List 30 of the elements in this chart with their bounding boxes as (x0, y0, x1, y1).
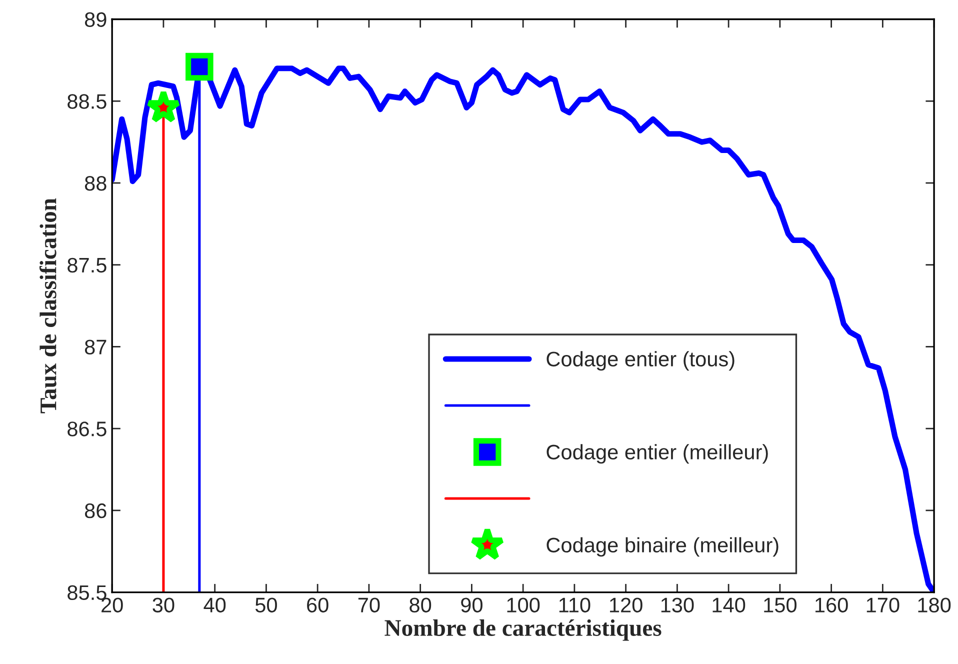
y-tick-label: 88.5 (68, 94, 106, 109)
x-tick-label: 30 (152, 598, 174, 612)
x-axis-title: Nombre de caractéristiques (384, 619, 662, 641)
x-tick-label: 150 (764, 598, 796, 612)
legend-label: Codage entier (meilleur) (546, 444, 768, 464)
x-tick-label: 140 (712, 598, 746, 612)
legend-label: Codage binaire (meilleur) (546, 537, 778, 557)
y-tick-label: 86.5 (68, 422, 106, 436)
x-tick-label: 90 (461, 598, 482, 612)
x-tick-label: 160 (816, 598, 848, 612)
legend-label: Codage entier (tous) (546, 351, 734, 371)
x-tick-label: 60 (307, 598, 328, 612)
x-tick-label: 50 (255, 598, 277, 612)
x-tick-label: 80 (410, 598, 432, 612)
y-tick-label: 88 (84, 176, 106, 191)
x-tick-label: 180 (918, 598, 951, 612)
y-tick-label: 85.5 (68, 585, 106, 600)
x-tick-label: 40 (204, 598, 226, 612)
x-tick-label: 70 (358, 598, 380, 612)
x-tick-label: 120 (610, 598, 642, 612)
x-tick-label: 100 (507, 598, 540, 612)
x-tick-label: 110 (559, 598, 590, 612)
x-tick-label: 130 (661, 598, 694, 612)
y-tick-label: 86 (84, 503, 106, 518)
y-axis-title: Taux de classification (39, 198, 56, 414)
y-tick-label: 89 (84, 12, 106, 28)
x-tick-label: 170 (866, 598, 900, 612)
y-tick-label: 87 (84, 340, 106, 354)
y-tick-label: 87.5 (68, 258, 106, 273)
x-tick-label: 20 (102, 598, 123, 612)
